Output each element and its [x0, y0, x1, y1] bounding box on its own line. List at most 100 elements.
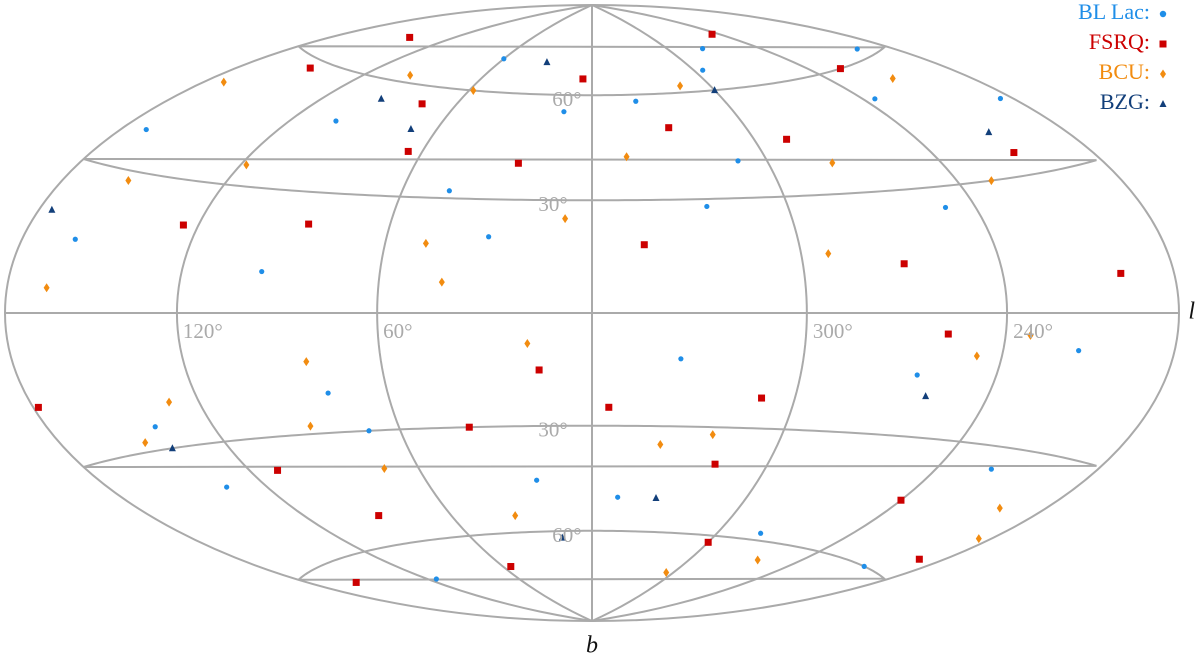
- point: [507, 563, 515, 571]
- point: [640, 241, 648, 249]
- point: [446, 188, 452, 194]
- point: [677, 81, 684, 91]
- legend-marker: [1159, 40, 1167, 48]
- x-tick-label: 240°: [1013, 319, 1053, 343]
- legend-label: BZG:: [1100, 89, 1150, 114]
- point: [561, 109, 567, 115]
- point: [535, 366, 543, 374]
- point: [985, 128, 993, 136]
- point: [900, 260, 908, 268]
- point: [407, 70, 414, 80]
- y-tick-label: 30°: [538, 192, 567, 216]
- point: [333, 118, 339, 124]
- point: [825, 249, 832, 259]
- point: [922, 392, 930, 400]
- parallel: [83, 424, 1097, 468]
- point: [758, 394, 766, 402]
- parallel: [297, 45, 887, 97]
- point: [512, 511, 519, 521]
- x-axis-label: l: [1188, 299, 1195, 325]
- point: [377, 94, 385, 102]
- point: [325, 390, 331, 396]
- legend-marker: [1160, 69, 1166, 79]
- point: [179, 221, 187, 229]
- point: [465, 423, 473, 431]
- point: [836, 65, 844, 73]
- point: [243, 160, 250, 170]
- point: [224, 484, 230, 490]
- point: [615, 494, 621, 500]
- point: [307, 421, 314, 431]
- point: [422, 238, 429, 248]
- point: [633, 98, 639, 104]
- point: [486, 234, 492, 240]
- point: [143, 126, 149, 133]
- point: [889, 74, 896, 84]
- point: [381, 464, 388, 474]
- point: [665, 124, 673, 132]
- legend-label: BCU:: [1099, 59, 1150, 84]
- legend-label: FSRQ:: [1089, 29, 1150, 54]
- point: [543, 58, 551, 66]
- point: [514, 159, 522, 167]
- point: [34, 403, 42, 411]
- point: [915, 555, 923, 563]
- point: [605, 403, 613, 411]
- point: [975, 534, 982, 544]
- point: [562, 214, 569, 224]
- point: [418, 100, 426, 108]
- point: [652, 493, 660, 501]
- point: [704, 538, 712, 546]
- point: [125, 176, 132, 186]
- legend-marker: [1159, 100, 1167, 107]
- point: [704, 203, 710, 210]
- point: [1027, 330, 1034, 340]
- parallel: [297, 529, 887, 581]
- point: [872, 96, 878, 102]
- point: [735, 158, 741, 164]
- point: [754, 555, 761, 565]
- point: [534, 477, 540, 483]
- point: [404, 147, 412, 155]
- point: [783, 135, 791, 143]
- point: [996, 503, 1003, 513]
- point: [274, 466, 282, 474]
- point: [305, 220, 313, 228]
- point: [699, 46, 706, 52]
- point: [579, 75, 587, 83]
- point: [854, 46, 860, 52]
- point: [663, 568, 670, 578]
- point: [375, 512, 383, 520]
- point: [1076, 348, 1082, 354]
- point: [758, 530, 764, 536]
- point: [700, 67, 706, 73]
- point: [166, 397, 173, 407]
- point: [406, 33, 414, 41]
- point: [501, 56, 507, 62]
- x-tick-label: 60°: [383, 319, 412, 343]
- point: [303, 357, 310, 367]
- point: [678, 356, 684, 362]
- point: [366, 428, 372, 434]
- point: [829, 158, 836, 168]
- point: [988, 176, 995, 186]
- point: [407, 125, 415, 133]
- point: [152, 424, 158, 430]
- point: [220, 77, 227, 87]
- point: [48, 205, 56, 213]
- y-tick-label: 60°: [552, 523, 581, 547]
- legend-label: BL Lac:: [1078, 0, 1150, 24]
- x-tick-label: 300°: [813, 319, 853, 343]
- y-tick-label: 60°: [552, 87, 581, 111]
- point: [558, 533, 566, 541]
- point: [524, 338, 531, 348]
- point: [306, 64, 314, 72]
- parallel: [83, 158, 1097, 202]
- x-tick-label: 120°: [183, 319, 223, 343]
- point: [433, 576, 439, 582]
- point: [352, 578, 360, 586]
- point: [259, 268, 265, 275]
- point: [43, 283, 50, 293]
- point: [861, 563, 867, 569]
